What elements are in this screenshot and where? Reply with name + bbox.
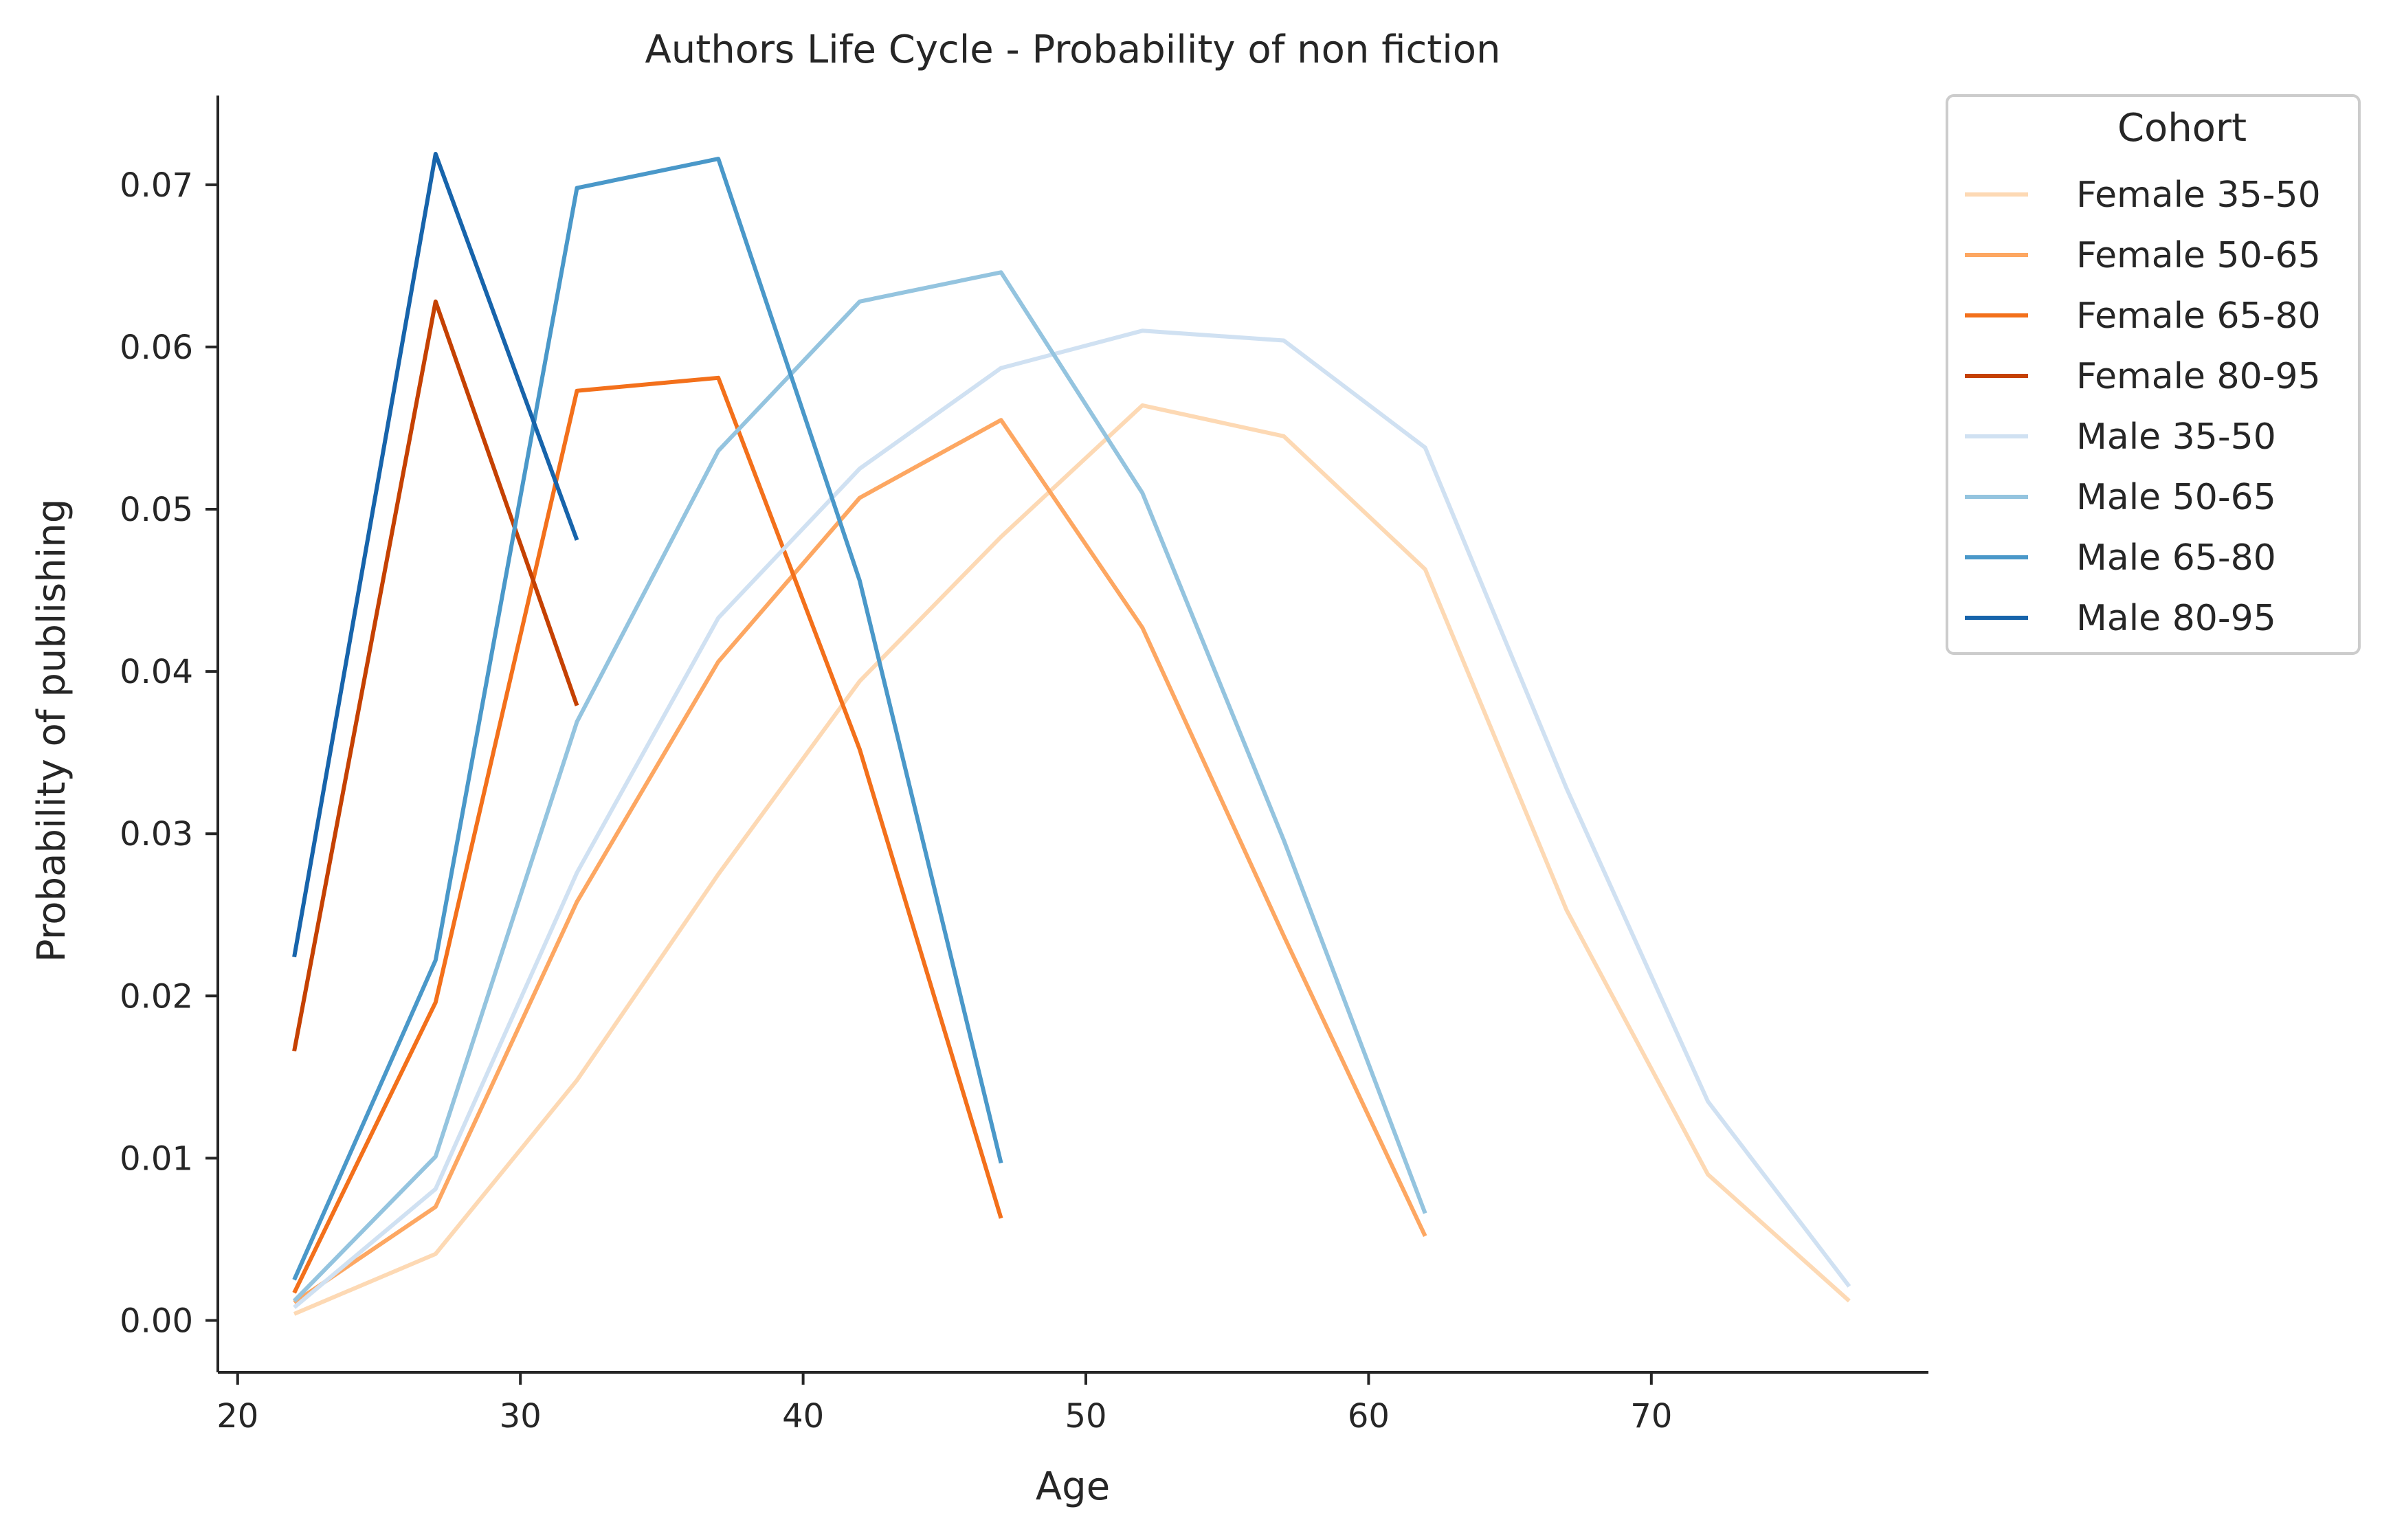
series-line-female-65-80 [292, 375, 1003, 1294]
chart-title: Authors Life Cycle - Probability of non … [645, 27, 1500, 72]
legend: Cohort Female 35-50 Female 50-65 Female 65… [1946, 94, 2361, 655]
x-axis-label: Age [1036, 1464, 1110, 1509]
legend-label: Female 50-65 [2076, 235, 2321, 276]
x-axis-ticks: 20 30 40 50 60 70 [216, 1372, 1672, 1436]
series-line-male-35-50 [293, 328, 1851, 1309]
x-tick-label: 30 [500, 1397, 542, 1436]
axes [216, 96, 1928, 1374]
x-tick-label: 70 [1630, 1397, 1672, 1436]
legend-items: Female 35-50 Female 50-65 Female 65-80 Fema… [1965, 175, 2321, 639]
legend-frame [1946, 94, 2361, 655]
series-line-male-65-80 [292, 157, 1003, 1281]
x-tick-label: 40 [782, 1397, 824, 1436]
legend-label: Male 35-50 [2076, 416, 2276, 458]
legend-label: Female 35-50 [2076, 175, 2321, 216]
y-tick-label: 0.03 [120, 815, 193, 853]
plot-area [292, 152, 1851, 1316]
y-tick-label: 0.01 [120, 1139, 193, 1178]
x-tick-label: 20 [216, 1397, 258, 1436]
legend-label: Male 65-80 [2076, 537, 2276, 579]
y-axis-ticks: 0.00 0.01 0.02 0.03 0.04 0.05 0.06 0.07 [120, 166, 218, 1340]
legend-label: Female 65-80 [2076, 295, 2321, 337]
series-line-male-80-95 [292, 152, 579, 958]
x-tick-label: 50 [1065, 1397, 1106, 1436]
series-line-female-50-65 [293, 418, 1427, 1304]
series-line-male-50-65 [292, 270, 1427, 1303]
y-tick-label: 0.06 [120, 328, 193, 367]
series-line-female-35-50 [293, 403, 1851, 1316]
legend-label: Male 80-95 [2076, 598, 2276, 639]
y-tick-label: 0.00 [120, 1302, 193, 1340]
y-axis-label: Probability of publishing [30, 499, 74, 963]
x-tick-label: 60 [1348, 1397, 1390, 1436]
y-tick-label: 0.02 [120, 977, 193, 1016]
legend-title: Cohort [2117, 106, 2247, 150]
y-tick-label: 0.05 [120, 491, 193, 529]
legend-label: Female 80-95 [2076, 356, 2321, 397]
y-tick-label: 0.04 [120, 653, 193, 691]
legend-label: Male 50-65 [2076, 477, 2276, 518]
y-tick-label: 0.07 [120, 166, 193, 205]
series-line-female-80-95 [292, 299, 579, 1052]
